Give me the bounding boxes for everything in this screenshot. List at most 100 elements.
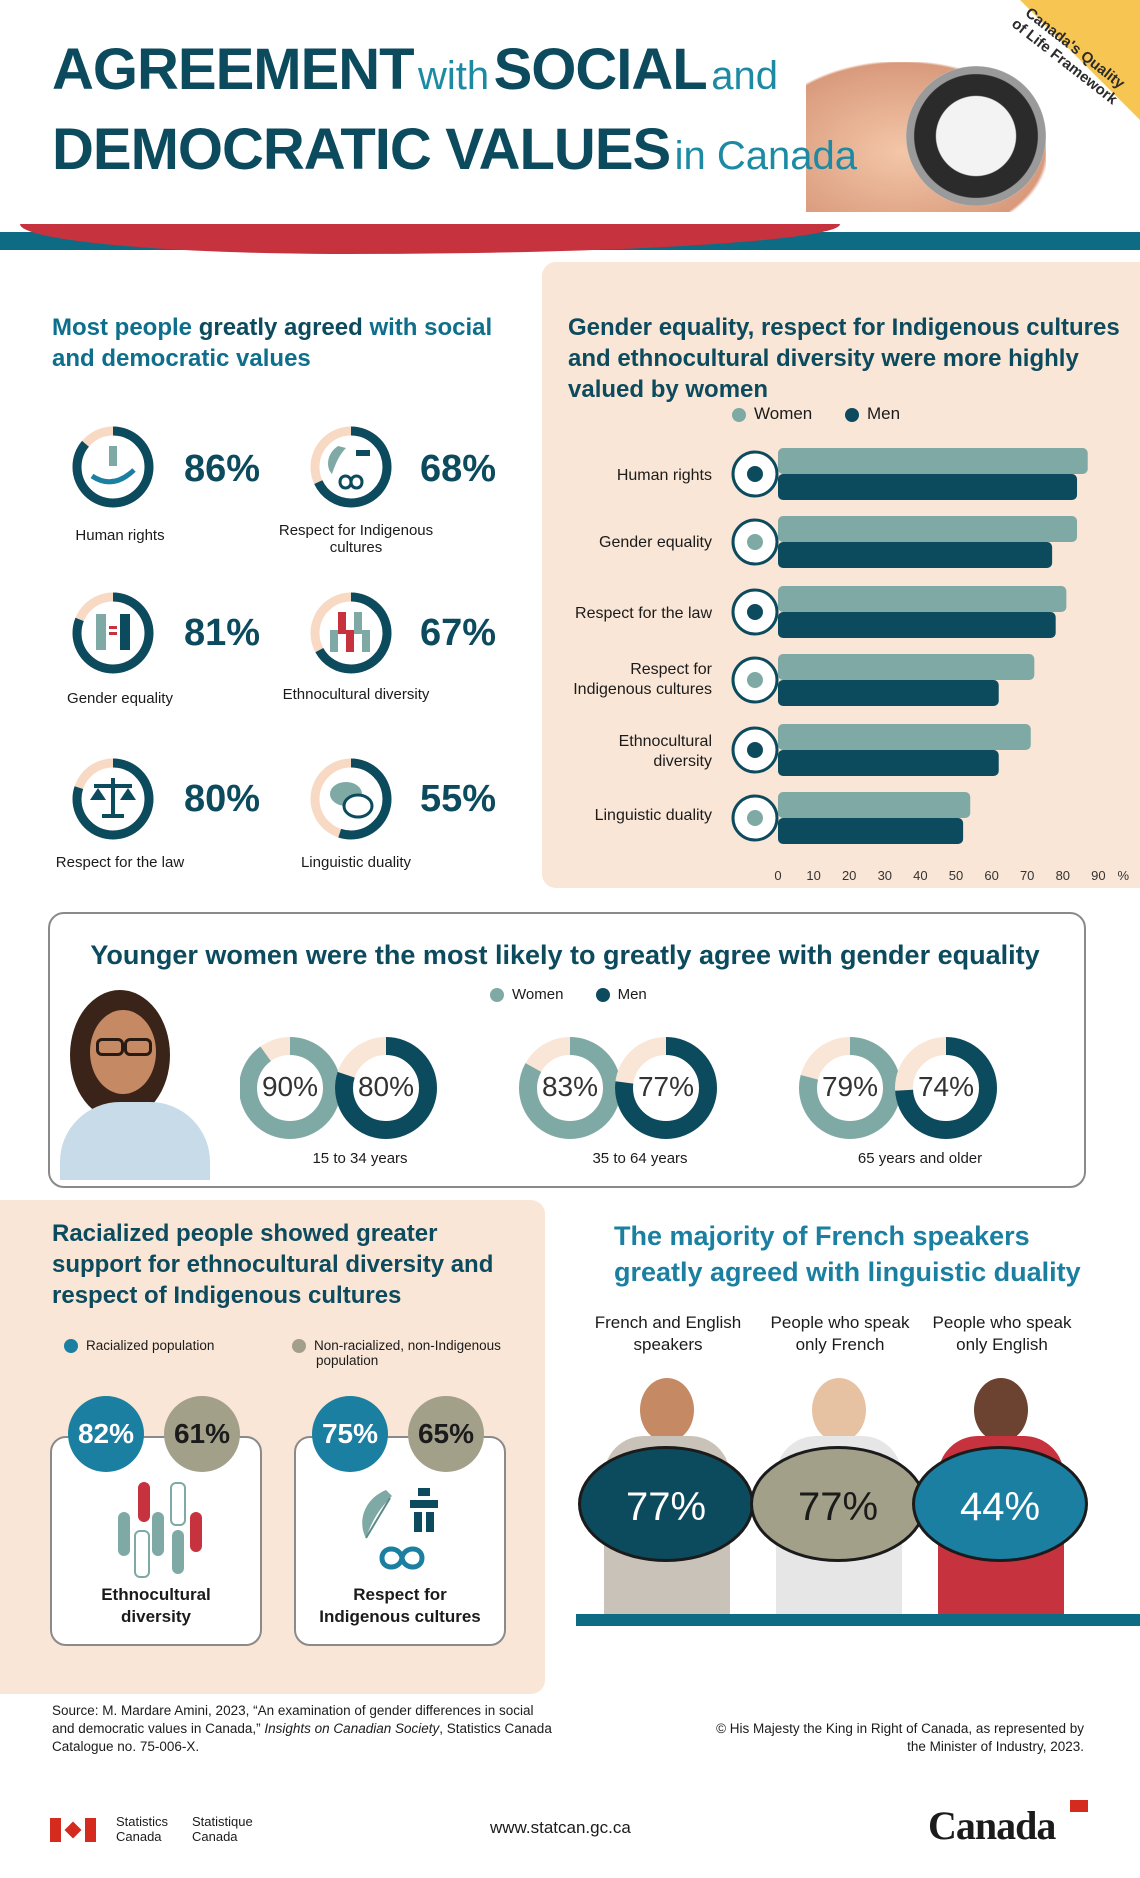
racial-indig-racialized: 75% bbox=[312, 1396, 388, 1472]
french-title: The majority of French speakers greatly … bbox=[614, 1218, 1081, 1290]
age-legend-women: Women bbox=[512, 986, 564, 1003]
s1-title-b: greatly agreed bbox=[198, 314, 363, 341]
french-band bbox=[576, 1614, 1140, 1626]
age-title: Younger women were the most likely to gr… bbox=[90, 940, 1040, 970]
kpi-ring-0 bbox=[72, 426, 154, 508]
statcan-fr-1: Statistique bbox=[192, 1814, 253, 1829]
title-word-in-canada: in Canada bbox=[674, 134, 858, 178]
french-group-label-0-l1: French and English bbox=[594, 1313, 742, 1332]
kpi-ring-4 bbox=[72, 758, 154, 840]
copyright-note: © His Majesty the King in Right of Canad… bbox=[680, 1720, 1084, 1756]
s1-title-c: with social bbox=[369, 314, 493, 341]
legend-women-dot bbox=[732, 407, 746, 422]
donut-text-men-2: 74% bbox=[917, 1071, 975, 1102]
people-diversity-icon bbox=[330, 612, 370, 652]
x-tick-7: 70 bbox=[1020, 868, 1034, 883]
ethno-label-2: diversity bbox=[121, 1607, 191, 1626]
speech-bubble-0: 77% bbox=[578, 1446, 754, 1562]
bar-women-3 bbox=[778, 654, 1035, 680]
indigenous-icon bbox=[362, 1488, 438, 1570]
kpi-ring-5 bbox=[310, 758, 392, 840]
title-word-and: and bbox=[711, 54, 778, 98]
racial-box-indigenous bbox=[294, 1436, 506, 1646]
gender-equality-icon bbox=[96, 614, 130, 650]
kpi-value-2: 81% bbox=[184, 612, 261, 654]
source-line-1: Source: M. Mardare Amini, 2023, “An exam… bbox=[52, 1703, 534, 1718]
x-tick-3: 30 bbox=[878, 868, 892, 883]
woman-photo bbox=[60, 990, 210, 1180]
hand-person-icon bbox=[90, 446, 136, 485]
racial-title-2: support for ethnocultural diversity and bbox=[52, 1251, 494, 1278]
scales-icon bbox=[90, 778, 136, 818]
racial-legend-non: Non-racialized, non-Indigenous populatio… bbox=[292, 1338, 501, 1368]
statcan-url[interactable]: www.statcan.gc.ca bbox=[490, 1818, 631, 1837]
kpi-label-3: Ethnocultural diversity bbox=[282, 686, 430, 703]
gender-title-1: Gender equality, respect for Indigenous … bbox=[568, 314, 1120, 341]
kpi-value-0: 86% bbox=[184, 448, 261, 490]
copyright-line-1: © His Majesty the King in Right of Canad… bbox=[716, 1721, 1084, 1736]
kpi-label-2: Gender equality bbox=[67, 690, 173, 707]
indig-label-2: Indigenous cultures bbox=[319, 1607, 481, 1626]
source-line-2a: and democratic values in Canada,” bbox=[52, 1721, 261, 1736]
bar-men-0 bbox=[778, 474, 1078, 500]
bar-people-diversity-icon bbox=[731, 726, 779, 774]
gender-chart-title: Gender equality, respect for Indigenous … bbox=[568, 312, 1120, 405]
bar-women-5 bbox=[778, 792, 971, 818]
bar-label-linguistic: Linguistic duality bbox=[594, 807, 712, 824]
bar-feather-inukshuk-icon bbox=[731, 656, 779, 704]
racialized-label: Racialized population bbox=[86, 1338, 215, 1353]
statcan-en-1: Statistics bbox=[116, 1814, 169, 1829]
canada-wordmark: Canada bbox=[928, 1803, 1056, 1848]
s1-title-d: and democratic values bbox=[52, 345, 311, 372]
kpi-label-4: Respect for the law bbox=[55, 854, 185, 871]
bar-label-indigenous-2: Indigenous cultures bbox=[573, 681, 712, 698]
gender-bar-chart: 0 10 20 30 40 50 60 70 80 90% bbox=[774, 448, 1130, 883]
x-tick-1: 10 bbox=[806, 868, 820, 883]
french-group-label-2-l1: People who speak bbox=[932, 1313, 1072, 1332]
kpi-arc-5 bbox=[310, 758, 392, 840]
speech-bubble-1: 77% bbox=[750, 1446, 926, 1562]
bar-men-2 bbox=[778, 612, 1056, 638]
legend-women-label: Women bbox=[754, 404, 813, 423]
person-head-1 bbox=[812, 1378, 866, 1442]
kpi-label-1: Respect for Indigenous cultures bbox=[278, 522, 434, 556]
donut-men-1 bbox=[615, 1037, 717, 1139]
donut-text-men-1: 77% bbox=[637, 1071, 695, 1102]
french-group-label-2: People who speak only English bbox=[918, 1312, 1086, 1356]
kpi-ring-3 bbox=[310, 592, 392, 674]
donut-men-0 bbox=[335, 1037, 437, 1139]
bar-women-2 bbox=[778, 586, 1067, 612]
donut-text-women-1: 83% bbox=[541, 1071, 599, 1102]
source-line-3: Catalogue no. 75-006-X. bbox=[52, 1739, 200, 1754]
racial-legend-racialized: Racialized population bbox=[64, 1338, 215, 1354]
donut-text-women-2: 79% bbox=[821, 1071, 879, 1102]
french-group-label-1-l1: People who speak bbox=[770, 1313, 910, 1332]
french-group-label-1: People who speak only French bbox=[756, 1312, 924, 1356]
bar-women-0 bbox=[778, 448, 1088, 474]
speech-bubbles-icon bbox=[330, 782, 374, 819]
nonracialized-label-1: Non-racialized, non-Indigenous bbox=[314, 1338, 501, 1353]
person-head-2 bbox=[974, 1378, 1028, 1442]
page-title-line-1: AGREEMENT with SOCIAL and bbox=[52, 36, 778, 103]
s1-title-a: Most people bbox=[52, 314, 193, 341]
age-label-2: 65 years and older bbox=[857, 1150, 983, 1167]
kpi-arc-4 bbox=[72, 758, 154, 840]
donut-text-men-0: 80% bbox=[357, 1071, 415, 1102]
x-tick-0: 0 bbox=[774, 868, 781, 883]
racial-box-ethno-label: Ethnocultural diversity bbox=[50, 1584, 262, 1628]
x-tick-5: 50 bbox=[949, 868, 963, 883]
kpi-label-0: Human rights bbox=[75, 527, 165, 544]
bar-hand-person-icon bbox=[731, 450, 779, 498]
age-legend-men: Men bbox=[617, 986, 647, 1003]
gender-chart-panel bbox=[542, 262, 1140, 888]
french-group-label-0: French and English speakers bbox=[584, 1312, 752, 1356]
x-tick-2: 20 bbox=[842, 868, 856, 883]
page-title-line-2: DEMOCRATIC VALUES in Canada bbox=[52, 116, 857, 183]
kpi-arc-2 bbox=[72, 592, 154, 674]
kpi-value-4: 80% bbox=[184, 778, 261, 820]
racial-ethno-non: 61% bbox=[164, 1396, 240, 1472]
kpi-ring-2 bbox=[72, 592, 154, 674]
title-word-democratic: DEMOCRATIC bbox=[52, 117, 432, 182]
kpi-label-5: Linguistic duality bbox=[300, 854, 412, 871]
feather-inukshuk-icon bbox=[328, 446, 370, 490]
